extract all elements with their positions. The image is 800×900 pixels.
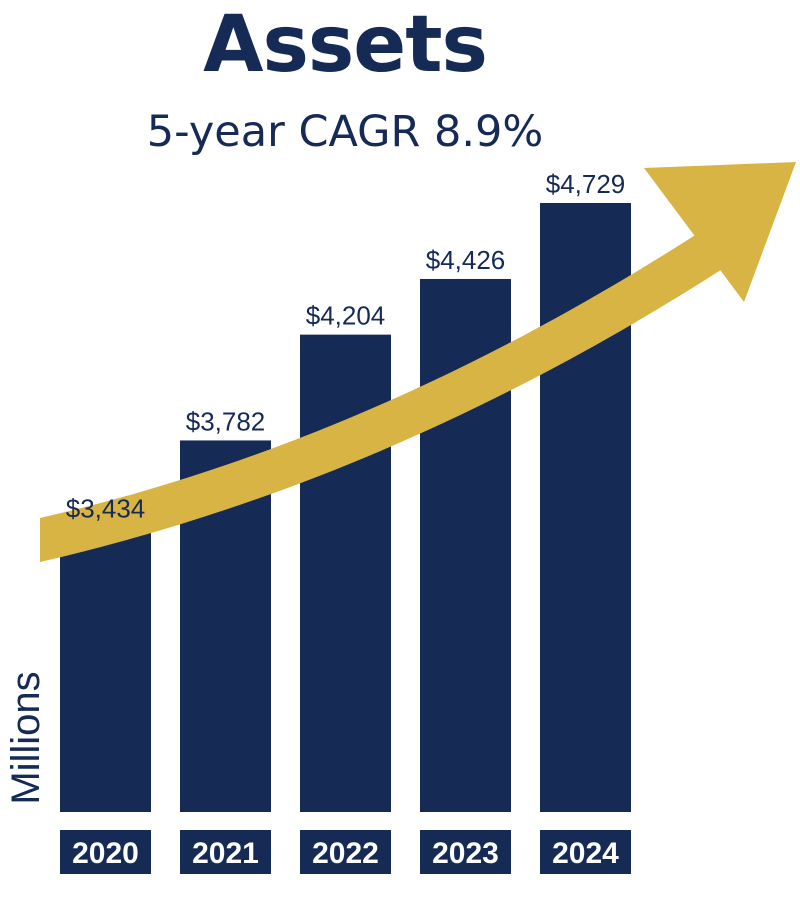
value-labels-group: $3,434 $3,782 $4,204 $4,426 $4,729 — [66, 169, 626, 524]
value-label-2024: $4,729 — [546, 169, 626, 199]
value-label-2020: $3,434 — [66, 494, 146, 524]
value-label-2021: $3,782 — [186, 406, 266, 436]
bar-2020 — [60, 527, 151, 812]
chart-subtitle: 5-year CAGR 8.9% — [146, 107, 544, 157]
value-label-2022: $4,204 — [306, 301, 386, 331]
year-label-box-2020 — [60, 830, 151, 874]
year-label-box-2024 — [540, 830, 631, 874]
year-label-box-2021 — [180, 830, 271, 874]
x-tick-label-2021: 2021 — [192, 837, 259, 870]
trend-arrow-group — [40, 162, 796, 562]
x-axis-labels-group: 2020 2021 2022 2023 2024 — [60, 830, 631, 874]
x-tick-label-2022: 2022 — [312, 837, 379, 870]
year-label-box-2023 — [420, 830, 511, 874]
year-label-box-2022 — [300, 830, 391, 874]
upward-trend-arrow — [40, 162, 796, 562]
x-tick-label-2020: 2020 — [72, 837, 139, 870]
x-tick-label-2024: 2024 — [552, 837, 619, 870]
value-label-2023: $4,426 — [426, 245, 506, 275]
chart-title: Assets — [203, 0, 488, 90]
x-tick-label-2023: 2023 — [432, 837, 499, 870]
